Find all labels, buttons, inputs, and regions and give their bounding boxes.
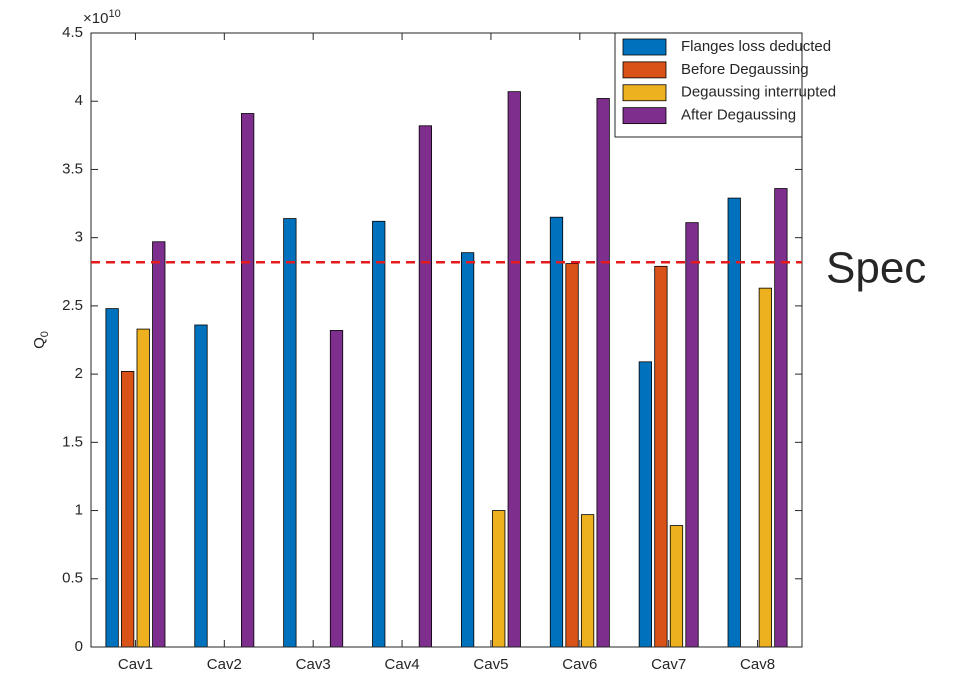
legend-label: Flanges loss deducted [681, 38, 831, 55]
bar [596, 98, 610, 648]
y-tick-label: 1.5 [62, 433, 83, 450]
legend-swatch [622, 61, 667, 79]
y-tick-label: 0 [75, 638, 83, 655]
x-tick-label: Cav5 [473, 656, 508, 673]
y-tick-label: 1 [75, 502, 83, 519]
legend-label: Degaussing interrupted [681, 84, 836, 101]
bar [152, 241, 166, 648]
bar [638, 361, 652, 648]
bar [241, 113, 255, 648]
x-tick-label: Cav2 [207, 656, 242, 673]
x-tick-label: Cav3 [296, 656, 331, 673]
bar [685, 222, 699, 648]
bar [460, 252, 475, 648]
bar [372, 220, 386, 648]
y-tick-label: 4 [75, 92, 83, 109]
y-tick-label: 0.5 [62, 570, 83, 587]
y-tick-label: 3 [75, 229, 83, 246]
legend-label: After Degaussing [681, 107, 796, 124]
bar [194, 324, 208, 648]
x-tick-label: Cav7 [651, 656, 686, 673]
legend-swatch [622, 84, 667, 102]
bar [758, 287, 772, 648]
legend-swatch [622, 107, 667, 125]
bar [507, 91, 521, 648]
y-tick-label: 4.5 [62, 24, 83, 41]
bar [121, 370, 135, 648]
x-tick-label: Cav4 [385, 656, 420, 673]
bar [549, 216, 564, 648]
y-axis-label: Q0 [31, 331, 51, 349]
x-tick-label: Cav8 [740, 656, 775, 673]
bar [654, 265, 668, 648]
bar [774, 188, 788, 648]
x-tick-label: Cav6 [562, 656, 597, 673]
bar [136, 328, 150, 648]
exponent-label: ×1010 [83, 8, 121, 27]
bar [669, 525, 684, 648]
axes-box [90, 32, 803, 648]
bar [329, 330, 344, 648]
bar [105, 308, 119, 648]
bar [727, 197, 741, 648]
bar [492, 510, 506, 648]
legend-swatch [622, 38, 667, 56]
bar [418, 125, 433, 648]
bar [580, 514, 595, 648]
bar [565, 263, 579, 648]
y-tick-label: 2 [75, 365, 83, 382]
legend-label: Before Degaussing [681, 61, 809, 78]
y-tick-label: 2.5 [62, 297, 83, 314]
x-tick-label: Cav1 [118, 656, 153, 673]
y-tick-label: 3.5 [62, 160, 83, 177]
spec-label: Spec [826, 244, 926, 293]
bar [283, 218, 297, 648]
